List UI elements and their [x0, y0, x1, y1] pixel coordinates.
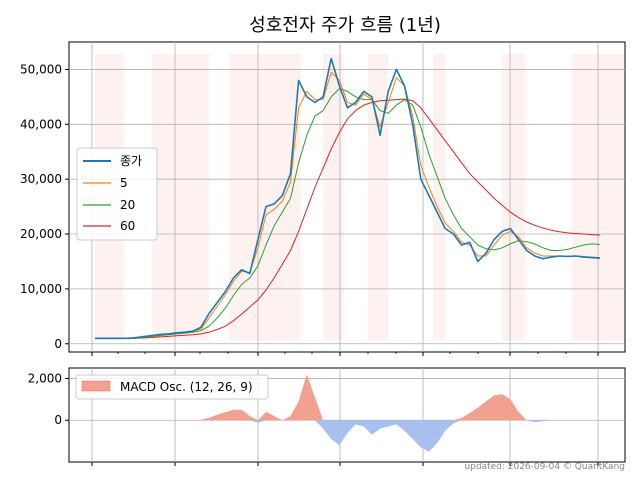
y-tick-label: 50,000: [20, 62, 62, 76]
legend-macd-swatch: [81, 380, 111, 392]
y-tick-label: 20,000: [20, 227, 62, 241]
macd-panel-frame: [68, 367, 626, 463]
price-y-ticks: 0 10,000 20,000 30,000 40,000 50,000: [20, 62, 69, 351]
y-tick-label: 40,000: [20, 117, 62, 131]
macd-x-ticks: [91, 462, 599, 466]
macd-y-tick-label: 2,000: [28, 371, 62, 385]
macd-y-ticks: 0 2,000: [28, 371, 69, 427]
price-panel-frame: [68, 41, 626, 353]
legend-ma20-label: 20: [120, 198, 135, 212]
legend-close-label: 종가: [120, 154, 142, 168]
shade-band: [229, 54, 301, 340]
shade-band: [323, 54, 344, 340]
legend-macd-label: MACD Osc. (12, 26, 9): [120, 380, 253, 394]
price-x-ticks: [91, 352, 599, 356]
footer-credit: updated: 2026-09-04 © QuantKang: [464, 462, 625, 472]
shade-band: [367, 54, 389, 340]
shade-group: [95, 54, 624, 340]
series-line-close: [95, 57, 601, 340]
macd-legend: MACD Osc. (12, 26, 9): [75, 374, 269, 400]
macd-area-positive: [257, 411, 283, 421]
y-tick-label: 0: [54, 337, 62, 351]
legend-ma5-label: 5: [120, 176, 128, 190]
macd-area-positive: [282, 374, 324, 421]
shade-band: [433, 54, 446, 340]
macd-area-positive: [192, 409, 258, 421]
price-legend-box: [76, 147, 158, 241]
series-line-ma60: [95, 98, 601, 339]
macd-area-positive: [453, 394, 527, 421]
y-tick-label: 30,000: [20, 172, 62, 186]
series-line-ma20: [95, 88, 601, 339]
macd-area-negative: [526, 420, 552, 423]
price-legend: 종가 5 20 60: [76, 147, 158, 241]
macd-area-negative: [249, 420, 266, 423]
macd-legend-box: [75, 374, 269, 400]
legend-ma60-label: 60: [120, 219, 135, 233]
shade-band: [152, 54, 210, 340]
price-lines: [95, 57, 601, 340]
shade-band: [502, 54, 525, 340]
macd-area-negative: [314, 420, 462, 452]
chart-title: 성호전자 주가 흐름 (1년): [249, 15, 441, 36]
y-tick-label: 10,000: [20, 282, 62, 296]
macd-y-tick-label: 0: [54, 413, 62, 427]
macd-area: [192, 374, 552, 452]
